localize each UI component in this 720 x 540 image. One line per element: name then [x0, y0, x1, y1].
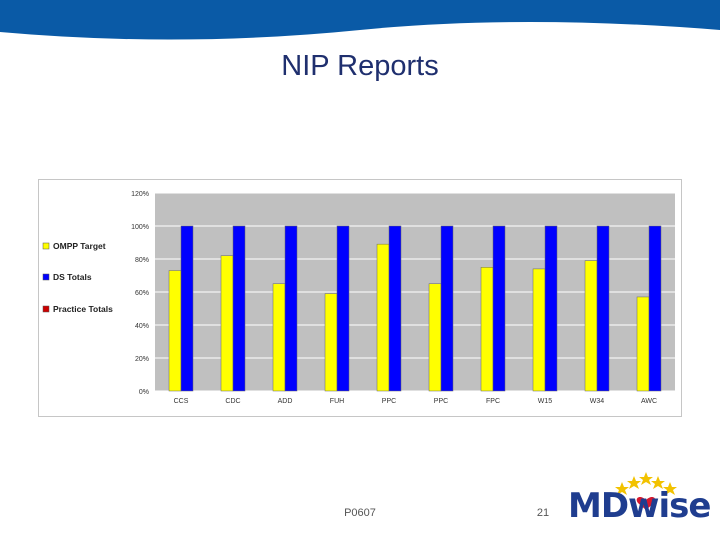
y-tick-label: 80%: [135, 257, 149, 264]
x-tick-label: FUH: [330, 398, 344, 405]
x-tick-label: FPC: [486, 398, 500, 405]
x-tick-label: W15: [538, 398, 553, 405]
bar-ompp-target: [220, 255, 234, 392]
banner-wave: [0, 0, 720, 40]
logo-heart-icon: [636, 496, 656, 510]
bar-ds-totals: [440, 225, 454, 392]
bar-ompp-target: [532, 268, 546, 392]
y-tick-label: 60%: [135, 290, 149, 297]
logo-star: [651, 476, 665, 489]
legend-swatch: [42, 273, 50, 281]
page-number: 21: [536, 507, 550, 519]
logo-stars-icon: [615, 472, 677, 510]
bar-ds-totals: [180, 225, 194, 392]
logo-star: [615, 482, 629, 495]
bar-ds-totals: [492, 225, 506, 392]
logo-text: MDwise: [568, 486, 711, 526]
logo-star: [663, 482, 677, 495]
bar-ompp-target: [584, 260, 598, 392]
slide-title: NIP Reports: [281, 50, 439, 82]
bar-ompp-target: [168, 270, 182, 392]
y-tick-label: 120%: [131, 191, 149, 198]
legend-swatch: [42, 242, 50, 250]
x-tick-label: CDC: [225, 398, 240, 405]
x-tick-label: ADD: [278, 398, 293, 405]
y-tick-label: 100%: [131, 224, 149, 231]
footer-code: P0607: [344, 507, 376, 519]
x-tick-label: W34: [590, 398, 605, 405]
y-tick-label: 40%: [135, 323, 149, 330]
x-tick-label: AWC: [641, 398, 657, 405]
legend-label: OMPP Target: [53, 241, 106, 251]
x-tick-label: PPC: [434, 398, 448, 405]
bar-ompp-target: [428, 283, 442, 392]
bar-ds-totals: [232, 225, 246, 392]
logo-star: [639, 472, 653, 485]
mdwise-logo: MDwise: [568, 470, 711, 530]
y-axis: 0% 20% 40% 60% 80% 100% 120%: [131, 191, 149, 396]
legend-label: DS Totals: [53, 272, 92, 282]
legend-swatch: [42, 305, 50, 313]
bar-ds-totals: [284, 225, 298, 392]
bar-ds-totals: [336, 225, 350, 392]
bar-ompp-target: [376, 243, 390, 392]
bar-ds-totals: [388, 225, 402, 392]
bar-ds-totals: [544, 225, 558, 392]
bar-ompp-target: [324, 293, 338, 392]
bar-ds-totals: [596, 225, 610, 392]
chart-legend: OMPP Target DS Totals Practice Totals: [42, 241, 113, 314]
logo-star: [627, 476, 641, 489]
bar-ompp-target: [480, 267, 494, 392]
bar-ompp-target: [272, 283, 286, 392]
x-axis: CCS CDC ADD FUH PPC PPC FPC W15 W34 AWC: [174, 398, 657, 405]
bar-chart: OMPP Target DS Totals Practice Totals 0% 20…: [42, 191, 675, 405]
header-banner: [0, 0, 720, 40]
legend-label: Practice Totals: [53, 304, 113, 314]
y-tick-label: 0%: [139, 389, 149, 396]
chart-frame: OMPP Target DS Totals Practice Totals 0% 20…: [38, 179, 682, 417]
y-tick-label: 20%: [135, 356, 149, 363]
bars: [168, 225, 662, 392]
x-tick-label: CCS: [174, 398, 189, 405]
bar-ds-totals: [648, 225, 662, 392]
x-tick-label: PPC: [382, 398, 396, 405]
bar-ompp-target: [636, 296, 650, 392]
